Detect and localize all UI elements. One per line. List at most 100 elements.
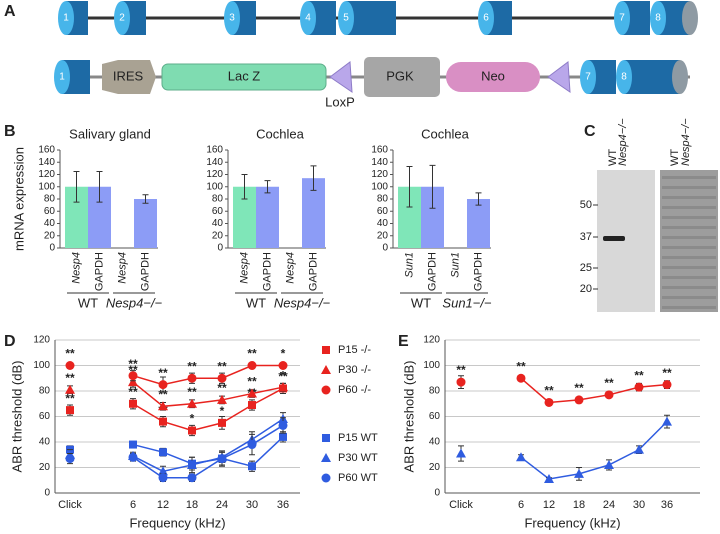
- marker: [321, 453, 331, 462]
- panel-label: C: [584, 123, 596, 140]
- marker: [129, 399, 137, 408]
- y-tick-label: 40: [212, 218, 224, 229]
- blot-texture: [662, 196, 716, 199]
- significance-label: **: [128, 385, 138, 399]
- marker: [574, 395, 584, 405]
- exon-label: 3: [229, 13, 235, 24]
- marker: [456, 377, 466, 387]
- lacz-label: Lac Z: [228, 68, 261, 83]
- error-bar: [241, 174, 248, 200]
- marker: [456, 448, 466, 458]
- error-bar: [73, 170, 80, 203]
- marker: [321, 365, 331, 374]
- exon-label: 1: [63, 13, 69, 24]
- legend-label: P60 WT: [338, 472, 378, 484]
- y-tick-label: 60: [429, 411, 441, 422]
- significance-label: **: [128, 357, 138, 371]
- y-tick-label: 100: [423, 360, 440, 371]
- marker: [66, 406, 74, 415]
- x-tick-label: 36: [661, 499, 673, 511]
- blot-texture: [662, 296, 716, 299]
- marker: [158, 466, 168, 476]
- y-axis-label: ABR threshold (dB): [9, 361, 24, 473]
- y-tick-label: 120: [371, 169, 388, 180]
- marker: [634, 444, 644, 454]
- marker: [248, 462, 256, 471]
- significance-label: **: [544, 384, 554, 398]
- group-label: Nesp4−/−: [106, 295, 163, 310]
- ires-shape: [102, 60, 156, 94]
- significance-label: **: [456, 363, 466, 377]
- y-tick-label: 0: [49, 243, 55, 254]
- blot-texture: [662, 286, 716, 289]
- y-tick-label: 40: [39, 437, 51, 448]
- blot-texture: [662, 276, 716, 279]
- significance-label: *: [281, 347, 286, 361]
- significance-label: **: [662, 366, 672, 380]
- marker: [128, 452, 138, 462]
- significance-label: **: [187, 359, 197, 373]
- x-tick-label: 12: [157, 499, 169, 511]
- panel-label: A: [4, 3, 16, 20]
- exon-end: [672, 60, 688, 94]
- exon-label: 7: [619, 13, 625, 24]
- marker: [65, 454, 75, 464]
- category-label: GAPDH: [261, 252, 273, 291]
- group-label: WT: [246, 295, 266, 310]
- blot-texture: [662, 206, 716, 209]
- marker: [662, 380, 672, 390]
- y-tick-label: 0: [217, 243, 223, 254]
- y-tick-label: 120: [38, 169, 55, 180]
- y-tick-label: 160: [206, 145, 223, 156]
- blot-texture: [662, 216, 716, 219]
- exon-label: 4: [305, 13, 311, 24]
- marker-label: 37: [580, 231, 592, 243]
- x-axis-label: Frequency (kHz): [129, 515, 225, 530]
- exon-label: 8: [621, 72, 627, 83]
- significance-label: **: [217, 359, 227, 373]
- bar: [65, 186, 88, 248]
- y-tick-label: 40: [377, 218, 389, 229]
- exon-face: [478, 1, 494, 35]
- exon-face: [650, 1, 666, 35]
- panel-label: E: [398, 333, 409, 350]
- ires-label: IRES: [113, 68, 144, 83]
- marker-label: 20: [580, 283, 592, 295]
- series-line: [132, 387, 284, 432]
- bar: [233, 186, 256, 248]
- exon-face: [616, 60, 632, 94]
- y-tick-label: 80: [39, 386, 51, 397]
- marker: [65, 361, 75, 370]
- category-label: Sun1: [403, 252, 415, 278]
- y-tick-label: 100: [38, 181, 55, 192]
- exon-face: [338, 1, 354, 35]
- significance-label: *: [281, 368, 286, 382]
- significance-label: **: [65, 371, 75, 385]
- category-label: GAPDH: [307, 252, 319, 291]
- marker: [662, 416, 672, 426]
- loxp-shape: [547, 61, 571, 93]
- y-tick-label: 20: [39, 462, 51, 473]
- series-line: [132, 364, 283, 386]
- lacz-shape: [161, 63, 327, 91]
- chart-title: Cochlea: [256, 126, 304, 141]
- x-tick-label: 18: [186, 499, 198, 511]
- series-line: [132, 424, 284, 479]
- category-label: GAPDH: [139, 252, 151, 291]
- marker: [278, 361, 288, 370]
- category-label: Nesp4: [116, 252, 128, 284]
- y-axis-label: mRNA expression: [11, 147, 26, 251]
- y-tick-label: 60: [377, 206, 389, 217]
- marker: [188, 426, 196, 435]
- marker: [129, 440, 137, 449]
- y-axis-label: ABR threshold (dB): [401, 361, 416, 473]
- marker: [158, 473, 168, 483]
- x-tick-label: 36: [277, 499, 289, 511]
- loxp-shape: [329, 61, 353, 93]
- y-tick-label: 40: [429, 437, 441, 448]
- y-tick-label: 120: [423, 335, 440, 346]
- category-label: GAPDH: [426, 252, 438, 291]
- exon-face: [300, 1, 316, 35]
- neo-shape: [446, 62, 540, 92]
